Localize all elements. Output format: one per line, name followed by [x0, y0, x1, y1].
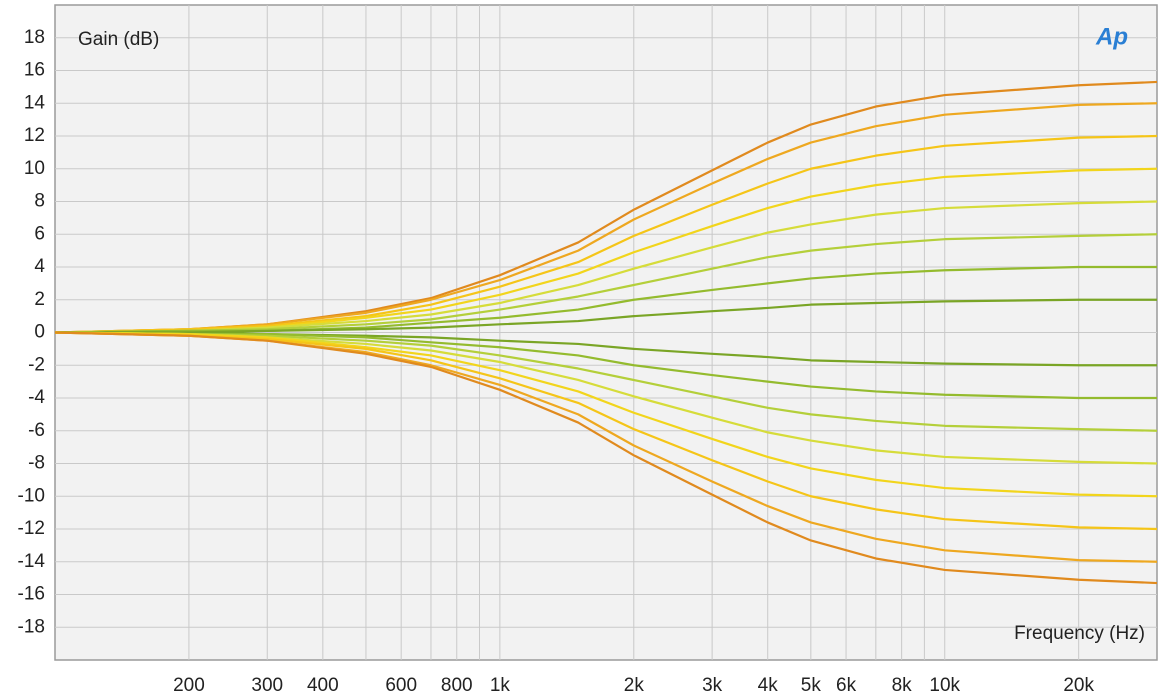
y-tick-label: 14	[24, 92, 46, 113]
x-tick-label: 5k	[801, 675, 822, 696]
y-tick-label: 6	[34, 223, 45, 244]
y-axis-label: Gain (dB)	[78, 29, 159, 50]
y-tick-label: -16	[18, 584, 45, 605]
y-tick-label: -12	[18, 518, 45, 539]
x-tick-label: 1k	[490, 675, 511, 696]
series-line	[54, 200, 1158, 334]
y-tick-label: 0	[34, 322, 45, 343]
logo: Ap	[1095, 23, 1128, 50]
y-tick-label: 10	[24, 158, 45, 179]
y-tick-label: 2	[34, 289, 45, 310]
y-tick-label: -14	[18, 551, 46, 572]
series-line	[54, 134, 1158, 334]
y-tick-label: -8	[28, 453, 45, 474]
y-tick-label: 4	[34, 256, 45, 277]
x-tick-label: 8k	[892, 675, 913, 696]
x-axis-label: Frequency (Hz)	[1014, 623, 1145, 644]
x-tick-label: 2k	[624, 675, 645, 696]
x-tick-label: 800	[441, 675, 473, 696]
y-tick-label: 18	[24, 27, 45, 48]
series-line	[54, 331, 1158, 531]
x-tick-label: 400	[307, 675, 339, 696]
y-tick-label: -6	[28, 420, 45, 441]
y-tick-label: 8	[34, 191, 45, 212]
y-tick-label: 12	[24, 125, 45, 146]
x-tick-label: 600	[385, 675, 417, 696]
series-line	[54, 331, 1157, 400]
x-tick-label: 6k	[836, 675, 857, 696]
y-tick-label: -4	[28, 387, 45, 408]
series-line	[55, 298, 1157, 334]
y-tick-label: -18	[18, 616, 45, 637]
y-tick-label: -10	[18, 485, 45, 506]
y-tick-label: -2	[28, 354, 45, 375]
x-tick-label: 300	[251, 675, 283, 696]
x-tick-label: 10k	[929, 675, 960, 696]
series-line	[54, 331, 1158, 498]
x-tick-label: 4k	[758, 675, 779, 696]
y-tick-label: 16	[24, 60, 45, 81]
x-tick-label: 3k	[702, 675, 723, 696]
lines	[54, 80, 1158, 585]
series-line	[54, 102, 1158, 334]
x-tick-label: 20k	[1063, 675, 1094, 696]
series-line	[54, 331, 1158, 432]
series-line	[54, 331, 1158, 585]
x-tick-label: 200	[173, 675, 205, 696]
series-line	[54, 233, 1158, 334]
